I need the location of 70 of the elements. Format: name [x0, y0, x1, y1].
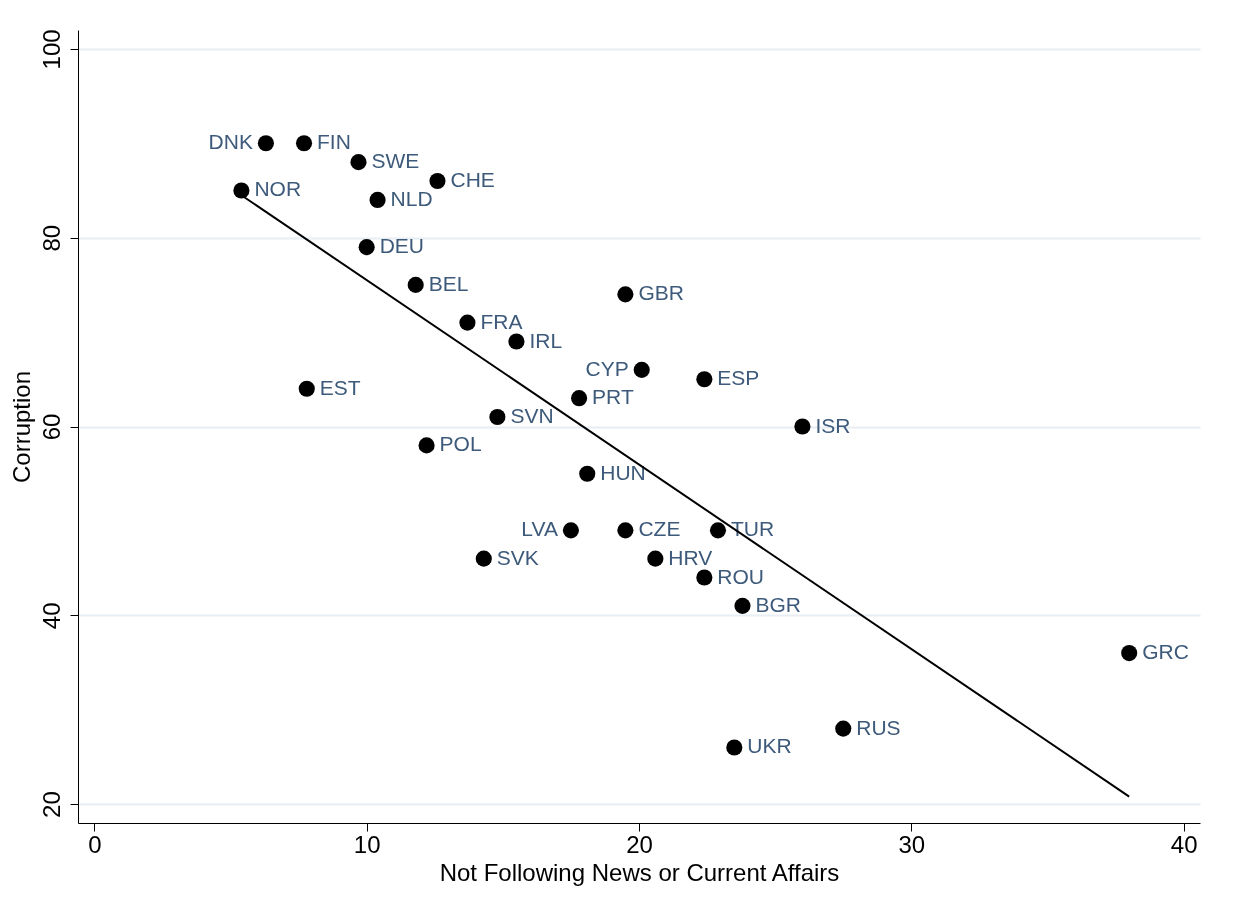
point: [489, 409, 506, 426]
data-label: TUR: [730, 517, 775, 541]
data-label: HUN: [600, 460, 646, 484]
point: [475, 550, 492, 567]
data-label: CHE: [450, 168, 495, 192]
point: [429, 173, 446, 190]
data-label: POL: [439, 432, 482, 456]
point: [350, 154, 367, 171]
point: [369, 191, 386, 208]
point: [696, 569, 713, 586]
point: [709, 522, 727, 539]
point: [298, 380, 315, 397]
data-label: HRV: [668, 545, 713, 569]
x-tick-label: 0: [88, 830, 102, 858]
x-tick-label: 40: [1170, 830, 1198, 858]
data-label: RUS: [856, 715, 901, 739]
data-label: ESP: [717, 366, 760, 390]
x-tick-label: 30: [898, 830, 926, 858]
y-tick-label: 60: [37, 413, 65, 441]
data-label: BGR: [755, 592, 801, 616]
point: [562, 522, 579, 539]
point: [696, 371, 713, 388]
point: [508, 333, 525, 350]
x-axis-title: Not Following News or Current Affairs: [439, 858, 840, 886]
data-label: FIN: [317, 130, 351, 154]
point: [295, 135, 313, 152]
point: [633, 361, 650, 378]
data-label: DEU: [379, 234, 425, 258]
point: [358, 239, 375, 256]
data-label: ISR: [815, 413, 851, 437]
data-label: DNK: [208, 130, 253, 154]
point: [1121, 645, 1138, 662]
data-label: LVA: [521, 517, 558, 541]
point: [617, 522, 634, 539]
x-tick-label: 20: [626, 830, 653, 858]
y-tick-label: 100: [37, 29, 65, 70]
data-label: FRA: [480, 309, 523, 333]
point: [726, 739, 743, 756]
point: [407, 276, 424, 293]
point: [734, 597, 751, 614]
data-label: CYP: [585, 356, 629, 380]
point: [233, 182, 250, 199]
data-label: IRL: [529, 328, 563, 352]
point: [459, 314, 476, 331]
x-tick-label: 10: [353, 830, 381, 858]
y-tick-label: 40: [37, 602, 65, 630]
point: [794, 418, 811, 435]
data-label: SVK: [496, 545, 539, 569]
y-tick-label: 80: [37, 224, 65, 252]
data-label: ROU: [717, 564, 765, 588]
data-label: CZE: [638, 517, 681, 541]
point: [835, 720, 852, 737]
data-label: EST: [319, 375, 361, 399]
data-label: SVN: [510, 404, 554, 428]
data-label: UKR: [747, 734, 792, 758]
point: [579, 465, 596, 482]
data-label: PRT: [592, 385, 634, 409]
data-label: NLD: [390, 186, 433, 210]
point: [571, 390, 588, 407]
y-axis-title: Corruption: [7, 370, 35, 484]
point: [257, 135, 274, 152]
point: [647, 550, 664, 567]
data-label: BEL: [428, 271, 469, 295]
data-label: NOR: [254, 177, 302, 201]
y-tick-label: 20: [37, 791, 65, 818]
data-label: GRC: [1142, 640, 1189, 664]
point: [418, 437, 435, 454]
point: [617, 286, 634, 303]
data-label: SWE: [371, 149, 420, 173]
data-label: GBR: [638, 281, 684, 305]
